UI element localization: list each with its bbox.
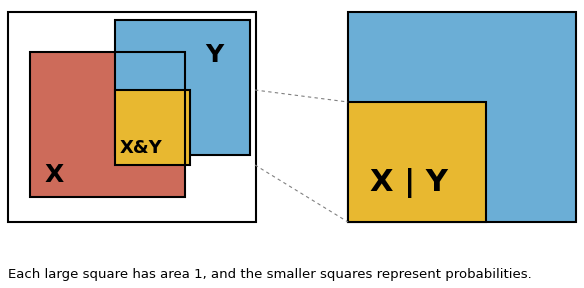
Text: Y: Y xyxy=(205,43,223,67)
Bar xyxy=(30,52,185,197)
Bar xyxy=(30,52,185,197)
Bar xyxy=(348,102,486,222)
Bar xyxy=(8,12,256,222)
Bar xyxy=(115,90,190,165)
Bar xyxy=(348,12,576,222)
Text: X: X xyxy=(45,163,64,187)
Text: X&Y: X&Y xyxy=(120,139,163,157)
Text: Each large square has area 1, and the smaller squares represent probabilities.: Each large square has area 1, and the sm… xyxy=(8,268,532,281)
Bar xyxy=(115,20,250,155)
Text: X | Y: X | Y xyxy=(370,168,448,198)
